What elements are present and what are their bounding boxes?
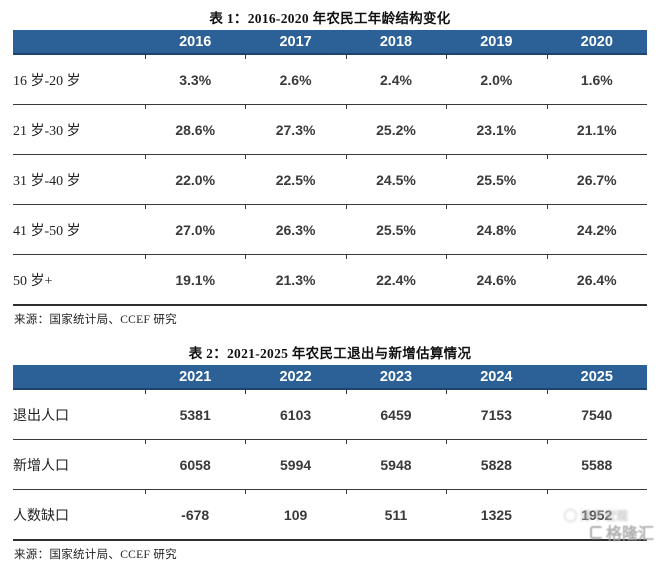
cell-value: 109 xyxy=(245,488,345,541)
cell-value: 22.0% xyxy=(145,153,246,205)
table1-title: 表 1：2016-2020 年农民工年龄结构变化 xyxy=(209,11,451,26)
cell-value: 26.3% xyxy=(245,203,346,255)
table2-header-empty xyxy=(13,365,145,390)
cell-value: 1.6% xyxy=(546,53,647,105)
cell-value: 28.6% xyxy=(145,103,246,155)
cell-value: 24.2% xyxy=(546,203,647,255)
cell-value: 26.4% xyxy=(546,253,647,306)
table-row: 21 岁-30 岁 28.6% 27.3% 25.2% 23.1% 21.1% xyxy=(13,103,647,155)
table1-age-structure: 2016 2017 2018 2019 2020 16 岁-20 岁 3.3% … xyxy=(13,30,647,306)
table-row: 50 岁+ 19.1% 21.3% 22.4% 24.6% 26.4% xyxy=(13,253,647,306)
table2-exit-new-estimates: 2021 2022 2023 2024 2025 退出人口 5381 6103 … xyxy=(13,365,647,541)
cell-value: 5828 xyxy=(446,438,547,490)
cell-value: 27.0% xyxy=(145,203,246,255)
row-label: 21 岁-30 岁 xyxy=(13,104,145,155)
table1-header: 2016 2017 2018 2019 2020 xyxy=(13,30,647,55)
row-label: 16 岁-20 岁 xyxy=(13,54,145,105)
cell-value: 26.7% xyxy=(546,153,647,205)
cell-value: 19.1% xyxy=(145,253,245,306)
cell-value: 25.2% xyxy=(345,103,447,155)
table-row: 退出人口 5381 6103 6459 7153 7540 xyxy=(13,388,647,440)
table2-header-row: 2021 2022 2023 2024 2025 xyxy=(13,365,647,390)
table-row: 人数缺口 -678 109 511 1325 1952 xyxy=(13,488,647,541)
cell-value: 511 xyxy=(345,488,446,541)
row-label: 31 岁-40 岁 xyxy=(13,154,145,205)
cell-value: 21.3% xyxy=(245,253,345,306)
table-row: 31 岁-40 岁 22.0% 22.5% 24.5% 25.5% 26.7% xyxy=(13,153,647,205)
cell-value: 6459 xyxy=(345,388,447,440)
cell-value: 2.0% xyxy=(446,53,547,105)
cell-value: 24.8% xyxy=(446,203,547,255)
table2-title: 表 2：2021-2025 年农民工退出与新增估算情况 xyxy=(188,346,472,361)
cell-value: 24.5% xyxy=(345,153,447,205)
row-label: 退出人口 xyxy=(13,389,145,440)
cell-value: 2.6% xyxy=(245,53,346,105)
table-row: 16 岁-20 岁 3.3% 2.6% 2.4% 2.0% 1.6% xyxy=(13,53,647,105)
row-label: 新增人口 xyxy=(13,439,145,490)
cell-value: 6103 xyxy=(245,388,346,440)
cell-value: 5994 xyxy=(245,438,346,490)
year-column-header: 2019 xyxy=(446,30,547,55)
year-column-header: 2021 xyxy=(145,365,246,390)
year-column-header: 2017 xyxy=(245,30,346,55)
cell-value: 1952 xyxy=(546,488,647,541)
cell-value: 3.3% xyxy=(145,53,246,105)
table1-source-note: 来源：国家统计局、CCEF 研究 xyxy=(14,314,177,326)
cell-value: 25.5% xyxy=(345,203,447,255)
cell-value: 21.1% xyxy=(546,103,647,155)
cell-value: 7153 xyxy=(446,388,547,440)
cell-value: 7540 xyxy=(546,388,647,440)
year-column-header: 2024 xyxy=(446,365,547,390)
cell-value: 5381 xyxy=(145,388,246,440)
row-label: 人数缺口 xyxy=(13,508,69,524)
cell-value: 24.6% xyxy=(446,253,546,306)
cell-value: 6058 xyxy=(145,438,246,490)
cell-value: 22.5% xyxy=(245,153,346,205)
table-row: 新增人口 6058 5994 5948 5828 5588 xyxy=(13,438,647,490)
year-column-header: 2018 xyxy=(345,30,447,55)
row-label: 50 岁+ xyxy=(13,273,53,289)
year-column-header: 2025 xyxy=(546,365,647,390)
year-column-header: 2020 xyxy=(546,30,647,55)
cell-value: 1325 xyxy=(446,488,546,541)
table-row: 41 岁-50 岁 27.0% 26.3% 25.5% 24.8% 24.2% xyxy=(13,203,647,255)
cell-value: -678 xyxy=(145,488,245,541)
year-column-header: 2022 xyxy=(245,365,346,390)
table1-header-empty xyxy=(13,30,145,55)
cell-value: 5588 xyxy=(546,438,647,490)
table2-header: 2021 2022 2023 2024 2025 xyxy=(13,365,647,390)
row-label: 41 岁-50 岁 xyxy=(13,204,145,255)
cell-value: 2.4% xyxy=(345,53,447,105)
cell-value: 27.3% xyxy=(245,103,346,155)
cell-value: 22.4% xyxy=(345,253,446,306)
year-column-header: 2016 xyxy=(145,30,246,55)
table2-source-note: 来源：国家统计局、CCEF 研究 xyxy=(14,549,177,561)
table1-header-row: 2016 2017 2018 2019 2020 xyxy=(13,30,647,55)
cell-value: 5948 xyxy=(345,438,447,490)
cell-value: 25.5% xyxy=(446,153,547,205)
year-column-header: 2023 xyxy=(345,365,447,390)
cell-value: 23.1% xyxy=(446,103,547,155)
